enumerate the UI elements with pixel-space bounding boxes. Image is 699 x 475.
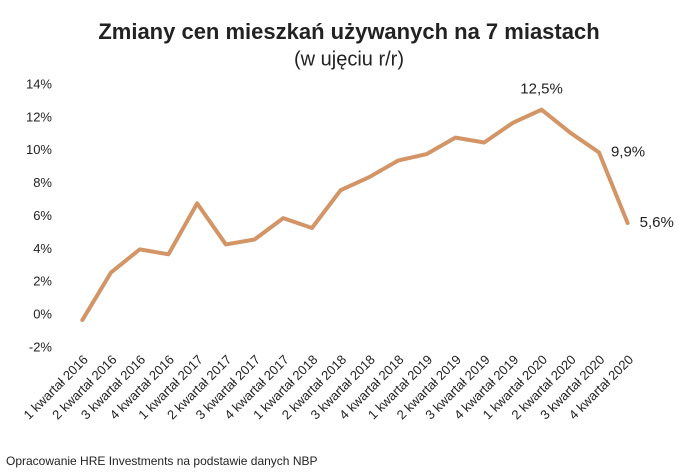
source-note: Opracowanie HRE Investments na podstawie… [6, 454, 318, 468]
y-tick-label: 2% [33, 274, 52, 289]
y-tick-label: 10% [26, 142, 52, 157]
y-tick-label: 6% [33, 208, 52, 223]
y-tick-label: 0% [33, 307, 52, 322]
y-tick-label: 4% [33, 241, 52, 256]
y-tick-label: 14% [26, 76, 52, 91]
value-label: 12,5% [520, 81, 563, 98]
value-label: 5,6% [640, 214, 674, 231]
y-tick-label: 8% [33, 175, 52, 190]
chart-subtitle: (w ujęciu r/r) [294, 48, 404, 70]
data-line [80, 107, 630, 323]
value-label: 9,9% [611, 143, 645, 160]
y-tick-label: -2% [29, 339, 53, 354]
chart-title: Zmiany cen mieszkań używanych na 7 miast… [98, 19, 599, 44]
y-tick-label: 12% [26, 109, 52, 124]
